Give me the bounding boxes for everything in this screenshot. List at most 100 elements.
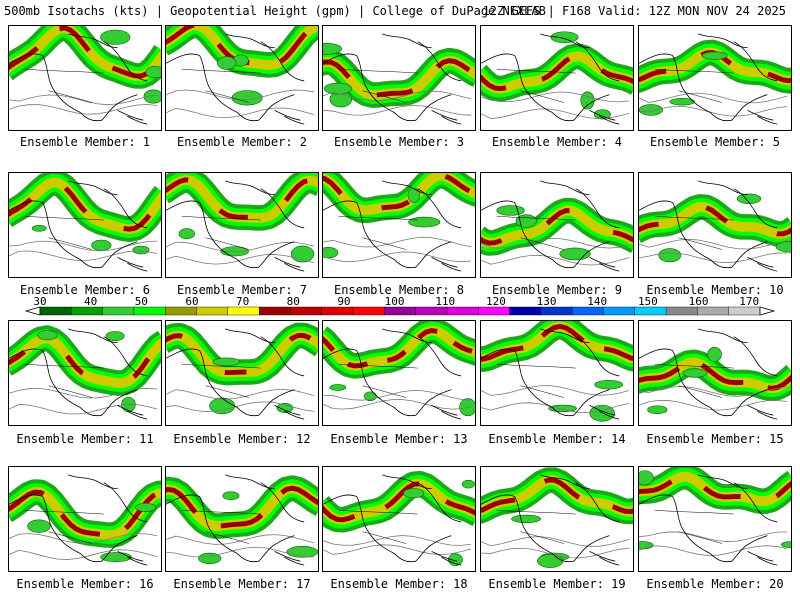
isotach-band	[323, 470, 475, 533]
colorbar-swatch	[697, 306, 730, 316]
colorbar-swatch	[665, 306, 698, 316]
colorbar-tick-label: 80	[286, 295, 300, 308]
member-map	[165, 320, 319, 426]
colorbar-right-arrow	[759, 306, 776, 316]
member-map	[480, 466, 634, 572]
member-label: Ensemble Member: 4	[491, 135, 623, 149]
colorbar-swatch	[258, 306, 291, 316]
member-map	[322, 466, 476, 572]
colorbar-tick-label: 50	[134, 295, 148, 308]
isotach-band	[166, 322, 318, 386]
colorbar-tick-label: 170	[739, 295, 760, 308]
member-label: Ensemble Member: 11	[16, 432, 154, 446]
colorbar-swatch	[227, 306, 260, 316]
isotach-band	[481, 467, 633, 525]
map-graphic	[639, 467, 791, 566]
coastline	[323, 328, 462, 420]
member-label: Ensemble Member: 1	[19, 135, 151, 149]
colorbar-swatch	[290, 306, 323, 316]
colorbar-swatch	[478, 306, 511, 316]
isotach-band	[639, 349, 791, 402]
map-graphic	[481, 180, 633, 272]
map-graphic	[9, 26, 161, 125]
isotach-band	[323, 173, 475, 224]
member-label: Ensemble Member: 3	[333, 135, 465, 149]
colorbar-swatch	[540, 306, 573, 316]
coastline	[166, 474, 305, 566]
coastline	[481, 33, 620, 125]
member-map	[165, 25, 319, 131]
member-label: Ensemble Member: 9	[491, 283, 623, 297]
member-map	[8, 320, 162, 426]
member-map	[638, 25, 792, 131]
member-label: Ensemble Member: 16	[16, 577, 154, 591]
map-graphic	[639, 33, 791, 125]
member-map	[322, 172, 476, 278]
colorbar-swatch	[165, 306, 198, 316]
map-graphic	[481, 321, 633, 422]
member-map	[165, 172, 319, 278]
isotach-band	[9, 26, 161, 89]
isotach-colorbar: 30 40 50 60 70 80 90 100 110 120 130 140 150 160 170	[0, 296, 800, 318]
isotach-band	[481, 321, 633, 372]
member-map	[165, 466, 319, 572]
member-label: Ensemble Member: 20	[646, 577, 784, 591]
map-graphic	[323, 321, 475, 420]
colorbar-left-arrow	[24, 306, 41, 316]
member-map	[8, 172, 162, 278]
colorbar-swatch	[102, 306, 135, 316]
coastline	[639, 180, 778, 272]
member-label: Ensemble Member: 5	[649, 135, 781, 149]
colorbar-swatch	[133, 306, 166, 316]
member-label: Ensemble Member: 14	[488, 432, 626, 446]
coastline	[9, 180, 148, 272]
coastline	[166, 180, 305, 272]
member-map	[480, 320, 634, 426]
map-graphic	[166, 474, 318, 566]
coastline	[9, 328, 148, 420]
colorbar-tick-label: 40	[84, 295, 98, 308]
member-map	[480, 25, 634, 131]
colorbar-tick-label: 140	[587, 295, 608, 308]
isotach-band	[639, 194, 791, 247]
coastline	[166, 328, 305, 420]
member-label: Ensemble Member: 12	[173, 432, 311, 446]
isotach-band	[481, 197, 633, 256]
coastline	[639, 33, 778, 125]
map-title: 500mb Isotachs (kts) | Geopotential Heig…	[4, 4, 546, 18]
colorbar-tick-label: 100	[384, 295, 405, 308]
member-label: Ensemble Member: 19	[488, 577, 626, 591]
member-map	[322, 25, 476, 131]
isotach-band	[9, 325, 161, 396]
member-map	[322, 320, 476, 426]
isotach-band	[9, 173, 161, 242]
coastline	[481, 474, 620, 566]
colorbar-tick-label: 90	[337, 295, 351, 308]
member-label: Ensemble Member: 6	[19, 283, 151, 297]
map-graphic	[166, 173, 318, 272]
isotach-band	[323, 47, 475, 108]
run-info: 12Z GEFS | F168 Valid: 12Z MON NOV 24 20…	[482, 4, 786, 18]
isotach-band	[481, 43, 633, 102]
colorbar-tick-label: 120	[485, 295, 506, 308]
map-graphic	[481, 467, 633, 568]
isotach-band	[9, 479, 161, 548]
colorbar-swatch	[603, 306, 636, 316]
member-map	[8, 466, 162, 572]
member-label: Ensemble Member: 10	[646, 283, 784, 297]
map-graphic	[9, 173, 161, 272]
coastline	[166, 33, 305, 125]
member-label: Ensemble Member: 17	[173, 577, 311, 591]
member-map	[638, 320, 792, 426]
colorbar-swatch	[728, 306, 761, 316]
map-graphic	[323, 33, 475, 125]
colorbar-tick-label: 130	[536, 295, 557, 308]
coastline	[9, 33, 148, 125]
coastline	[639, 474, 778, 566]
coastline	[639, 328, 778, 420]
colorbar-swatch	[71, 306, 104, 316]
colorbar-tick-label: 30	[33, 295, 47, 308]
colorbar-swatch	[446, 306, 479, 316]
map-graphic	[166, 322, 318, 420]
isotach-band	[166, 173, 318, 231]
